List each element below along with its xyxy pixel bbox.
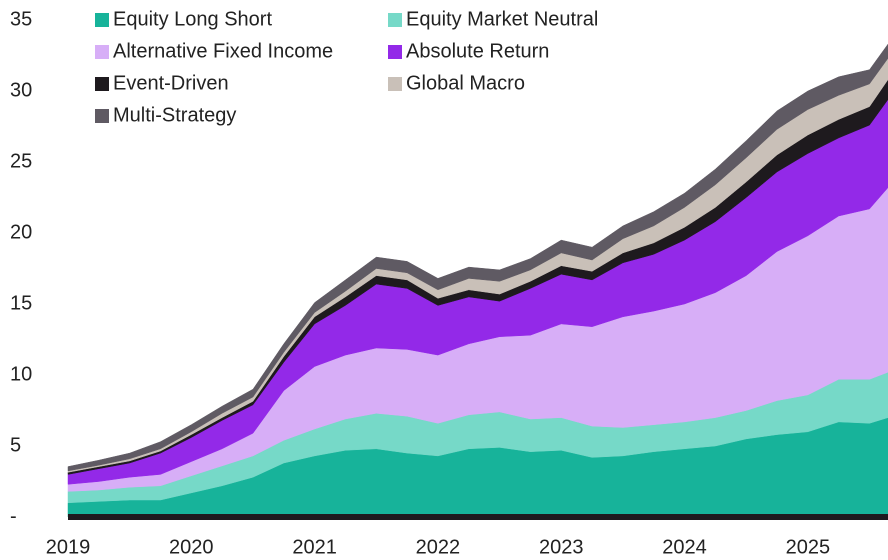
legend-swatch: [95, 77, 109, 91]
x-tick-label: 2019: [46, 536, 91, 558]
legend-swatch: [95, 109, 109, 123]
legend-label: Global Macro: [406, 72, 525, 94]
legend-label: Multi-Strategy: [113, 104, 236, 126]
legend-swatch: [95, 45, 109, 59]
legend-label: Alternative Fixed Income: [113, 40, 333, 62]
x-tick-label: 2024: [662, 536, 707, 558]
legend-label: Equity Market Neutral: [406, 8, 598, 30]
y-tick-label: 10: [10, 363, 32, 385]
x-tick-label: 2022: [416, 536, 461, 558]
y-tick-label: 15: [10, 292, 32, 314]
areas: [67, 43, 888, 518]
legend-swatch: [388, 13, 402, 27]
area: [67, 43, 888, 472]
legend-swatch: [388, 77, 402, 91]
x-axis-line: [68, 514, 888, 520]
x-tick-label: 2025: [786, 536, 831, 558]
legend-label: Equity Long Short: [113, 8, 272, 30]
legend-label: Absolute Return: [406, 40, 549, 62]
x-tick-label: 2021: [292, 536, 337, 558]
y-tick-label: -: [10, 505, 17, 527]
y-tick-label: 20: [10, 221, 32, 243]
x-tick-label: 2020: [169, 536, 214, 558]
y-tick-label: 30: [10, 79, 32, 101]
y-tick-label: 35: [10, 8, 32, 30]
legend-label: Event-Driven: [113, 72, 229, 94]
legend-swatch: [95, 13, 109, 27]
x-tick-label: 2023: [539, 536, 584, 558]
y-tick-label: 5: [10, 434, 21, 456]
legend-swatch: [388, 45, 402, 59]
y-tick-label: 25: [10, 150, 32, 172]
